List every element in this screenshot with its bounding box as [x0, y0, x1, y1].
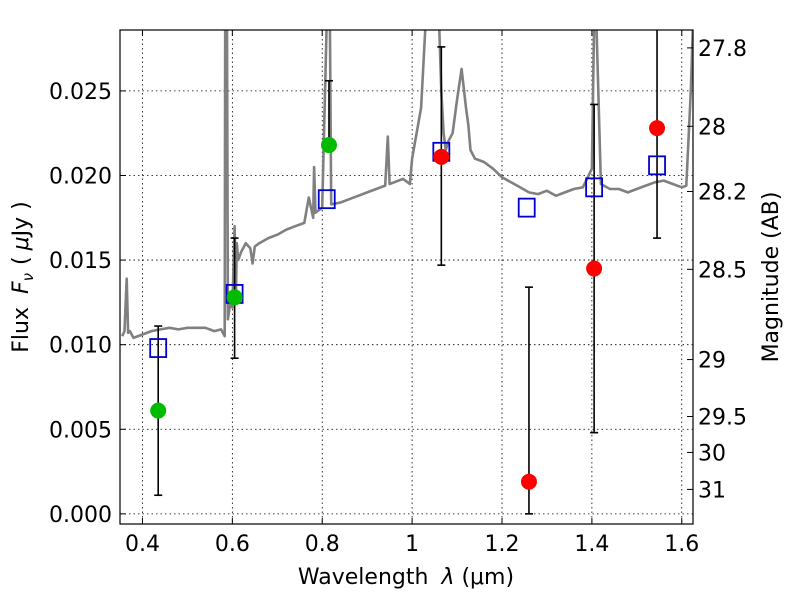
square-marker	[149, 338, 168, 358]
model-spectrum-line	[121, 30, 693, 340]
x-tick-label: 1.2	[485, 532, 520, 557]
x-tick-label: 0.8	[305, 532, 340, 557]
mag-tick-label: 28.2	[698, 180, 747, 205]
square-marker	[648, 155, 666, 176]
green-point	[320, 137, 337, 154]
red-point	[649, 120, 666, 137]
grid	[120, 30, 693, 524]
mag-tick-label: 29.5	[698, 405, 747, 430]
plot-frame	[119, 29, 694, 525]
y-tick-label: 0.005	[49, 418, 112, 443]
x-axis-label: Wavelength λ (μm)	[298, 565, 514, 590]
y-tick-label: 0.025	[49, 80, 112, 105]
square-marker	[585, 177, 604, 198]
mag-tick-label: 29	[698, 349, 726, 374]
x-tick-label: 0.6	[215, 532, 250, 557]
red-point	[433, 148, 450, 165]
ticks: 0.4 0.6 0.8 1 1.2 1.4 1.6 0.000 0.005 0.010 0.015 0…	[49, 30, 747, 557]
red-point	[586, 260, 603, 277]
y-tick-label: 0.020	[49, 164, 112, 189]
errorbars	[154, 30, 662, 515]
red-markers	[433, 120, 666, 490]
mag-tick-label: 31	[698, 478, 726, 503]
x-tick-label: 1.4	[574, 532, 609, 557]
x-tick-label: 1.6	[664, 532, 699, 557]
mag-tick-label: 30	[698, 441, 726, 466]
mag-tick-label: 28.5	[698, 258, 747, 283]
data-layer	[121, 30, 693, 515]
mag-tick-label: 28	[698, 115, 726, 140]
green-markers	[150, 137, 337, 419]
y-tick-label: 0.010	[49, 334, 112, 359]
x-tick-label: 1	[405, 532, 419, 557]
green-point	[150, 402, 167, 419]
red-point	[520, 473, 537, 490]
y-tick-label: 0.000	[49, 503, 112, 528]
x-tick-label: 0.4	[125, 532, 160, 557]
magnitude-axis-label: Magnitude (AB)	[759, 192, 784, 363]
y-axis-label: Flux Fν(μJy )	[9, 201, 37, 352]
square-marker	[317, 189, 336, 210]
square-marker	[517, 197, 536, 218]
green-point	[226, 289, 243, 306]
mag-tick-label: 27.8	[698, 37, 747, 62]
y-tick-label: 0.015	[49, 249, 112, 274]
